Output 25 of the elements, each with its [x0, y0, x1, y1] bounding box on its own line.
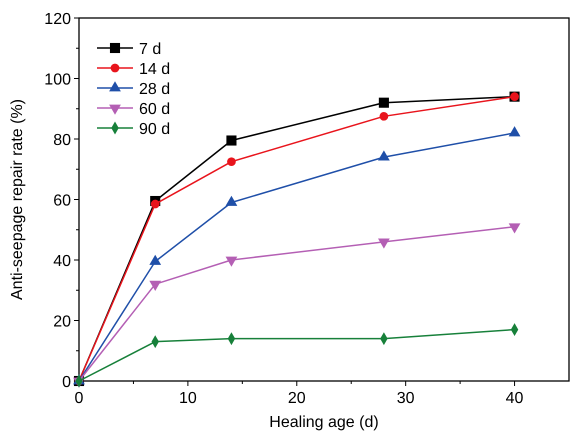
point: [380, 112, 388, 121]
point: [227, 157, 236, 166]
point: [150, 200, 160, 208]
x-tick-label: 40: [506, 390, 524, 407]
legend-label: 14 d: [139, 61, 170, 78]
y-tick-label: 60: [53, 192, 72, 210]
y-tick-label: 100: [44, 72, 72, 88]
y-tick-label: 120: [44, 11, 72, 28]
legend-label: 60 d: [139, 101, 170, 118]
y-tick-label: 40: [53, 253, 72, 270]
x-tick-label: 10: [178, 390, 197, 407]
x-axis-title: Healing age (d): [269, 414, 379, 431]
y-tick-label: 20: [53, 314, 72, 330]
y-axis-title: Anti-seepage repair rate (%): [9, 99, 26, 300]
point: [378, 98, 389, 108]
legend-label: 28 d: [139, 81, 170, 98]
y-tick-label: 0: [62, 374, 72, 391]
legend-label: 7 d: [139, 41, 162, 58]
point: [226, 135, 236, 146]
x-tick-label: 30: [396, 390, 415, 407]
x-tick-label: 20: [288, 390, 306, 407]
x-tick-label: 0: [74, 390, 84, 407]
point: [149, 280, 162, 291]
legend-label: 90 d: [139, 121, 170, 138]
y-tick-label: 80: [53, 132, 72, 149]
